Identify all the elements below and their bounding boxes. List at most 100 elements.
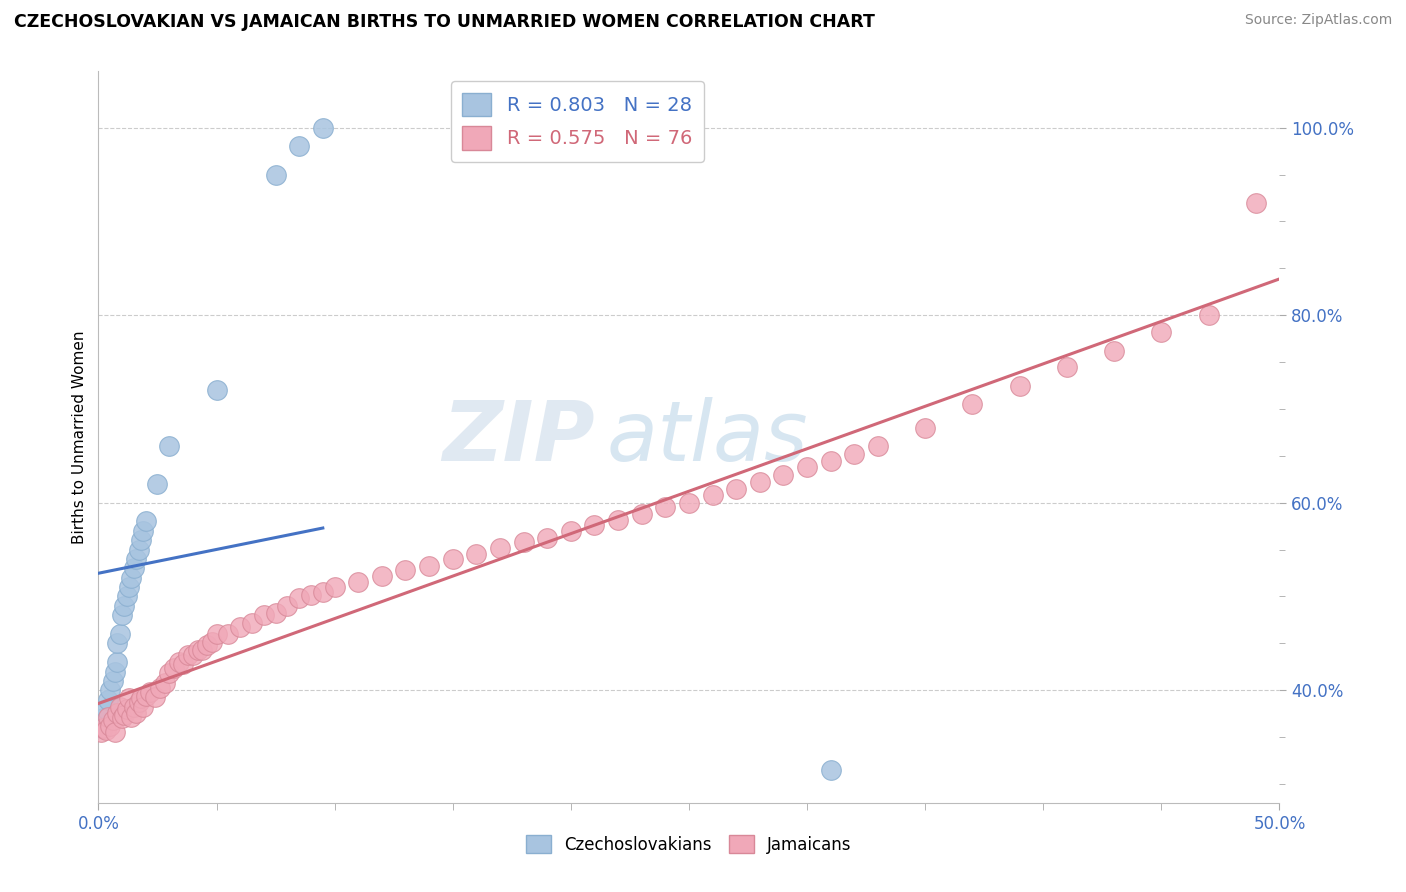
Point — [90, 725, 112, 739]
Point — [98, 719, 121, 733]
Point — [772, 467, 794, 482]
Point — [115, 702, 138, 716]
Point — [654, 500, 676, 515]
Point — [418, 559, 440, 574]
Point — [153, 675, 176, 690]
Point — [104, 725, 127, 739]
Point — [104, 665, 127, 679]
Point — [129, 533, 152, 548]
Point — [229, 619, 252, 633]
Point — [678, 496, 700, 510]
Point — [962, 397, 984, 411]
Point — [118, 580, 141, 594]
Point — [489, 541, 512, 555]
Text: CZECHOSLOVAKIAN VS JAMAICAN BIRTHS TO UNMARRIED WOMEN CORRELATION CHART: CZECHOSLOVAKIAN VS JAMAICAN BIRTHS TO UN… — [14, 13, 875, 31]
Point — [132, 524, 155, 538]
Point — [149, 681, 172, 696]
Point — [844, 447, 866, 461]
Point — [177, 648, 200, 662]
Point — [323, 580, 346, 594]
Point — [181, 648, 204, 662]
Point — [167, 655, 190, 669]
Text: Source: ZipAtlas.com: Source: ZipAtlas.com — [1244, 13, 1392, 28]
Point — [441, 552, 464, 566]
Point — [264, 607, 287, 621]
Point — [1056, 359, 1078, 374]
Point — [394, 563, 416, 577]
Point — [560, 524, 582, 538]
Point — [112, 707, 135, 722]
Point — [866, 440, 889, 454]
Point — [121, 709, 143, 723]
Point — [97, 692, 120, 706]
Point — [122, 700, 145, 714]
Point — [118, 690, 141, 705]
Point — [205, 383, 228, 397]
Point — [191, 643, 214, 657]
Point — [820, 763, 842, 777]
Point — [143, 690, 166, 704]
Point — [512, 535, 534, 549]
Point — [1008, 378, 1031, 392]
Point — [101, 713, 124, 727]
Point — [195, 638, 218, 652]
Point — [157, 440, 180, 454]
Point — [125, 706, 148, 720]
Legend: Czechoslovakians, Jamaicans: Czechoslovakians, Jamaicans — [520, 829, 858, 860]
Point — [91, 711, 114, 725]
Point — [112, 599, 135, 613]
Point — [288, 139, 311, 153]
Point — [135, 689, 157, 703]
Point — [820, 453, 842, 467]
Point — [371, 569, 394, 583]
Point — [312, 584, 335, 599]
Point — [132, 700, 155, 714]
Point — [135, 515, 157, 529]
Point — [91, 721, 114, 735]
Point — [205, 627, 228, 641]
Point — [98, 683, 121, 698]
Point — [264, 168, 287, 182]
Point — [288, 591, 311, 606]
Text: ZIP: ZIP — [441, 397, 595, 477]
Point — [105, 655, 128, 669]
Point — [122, 561, 145, 575]
Point — [94, 702, 117, 716]
Point — [630, 507, 652, 521]
Point — [97, 709, 120, 723]
Point — [253, 608, 276, 623]
Point — [90, 721, 112, 735]
Point — [276, 599, 298, 613]
Point — [146, 477, 169, 491]
Point — [796, 460, 818, 475]
Text: atlas: atlas — [606, 397, 808, 477]
Point — [217, 627, 239, 641]
Point — [115, 590, 138, 604]
Point — [125, 552, 148, 566]
Point — [128, 542, 150, 557]
Point — [111, 711, 134, 725]
Point — [536, 532, 558, 546]
Point — [121, 571, 143, 585]
Point — [163, 661, 186, 675]
Point — [748, 475, 770, 489]
Point — [914, 420, 936, 434]
Point — [172, 657, 194, 671]
Point — [105, 706, 128, 720]
Point — [201, 634, 224, 648]
Point — [702, 488, 724, 502]
Point — [108, 700, 131, 714]
Point — [725, 482, 748, 496]
Point — [1244, 195, 1267, 210]
Point — [157, 666, 180, 681]
Point — [139, 685, 162, 699]
Y-axis label: Births to Unmarried Women: Births to Unmarried Women — [72, 330, 87, 544]
Point — [1198, 308, 1220, 322]
Point — [128, 694, 150, 708]
Point — [111, 608, 134, 623]
Point — [101, 673, 124, 688]
Point — [607, 513, 630, 527]
Point — [105, 636, 128, 650]
Point — [129, 690, 152, 705]
Point — [240, 615, 263, 630]
